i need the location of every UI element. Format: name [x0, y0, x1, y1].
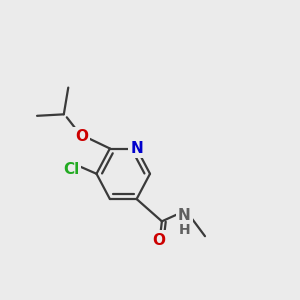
Text: H: H: [179, 223, 190, 237]
Text: Cl: Cl: [63, 162, 80, 177]
Text: N: N: [178, 208, 190, 223]
Text: N: N: [130, 141, 143, 156]
Text: O: O: [75, 129, 88, 144]
Text: O: O: [152, 232, 165, 247]
